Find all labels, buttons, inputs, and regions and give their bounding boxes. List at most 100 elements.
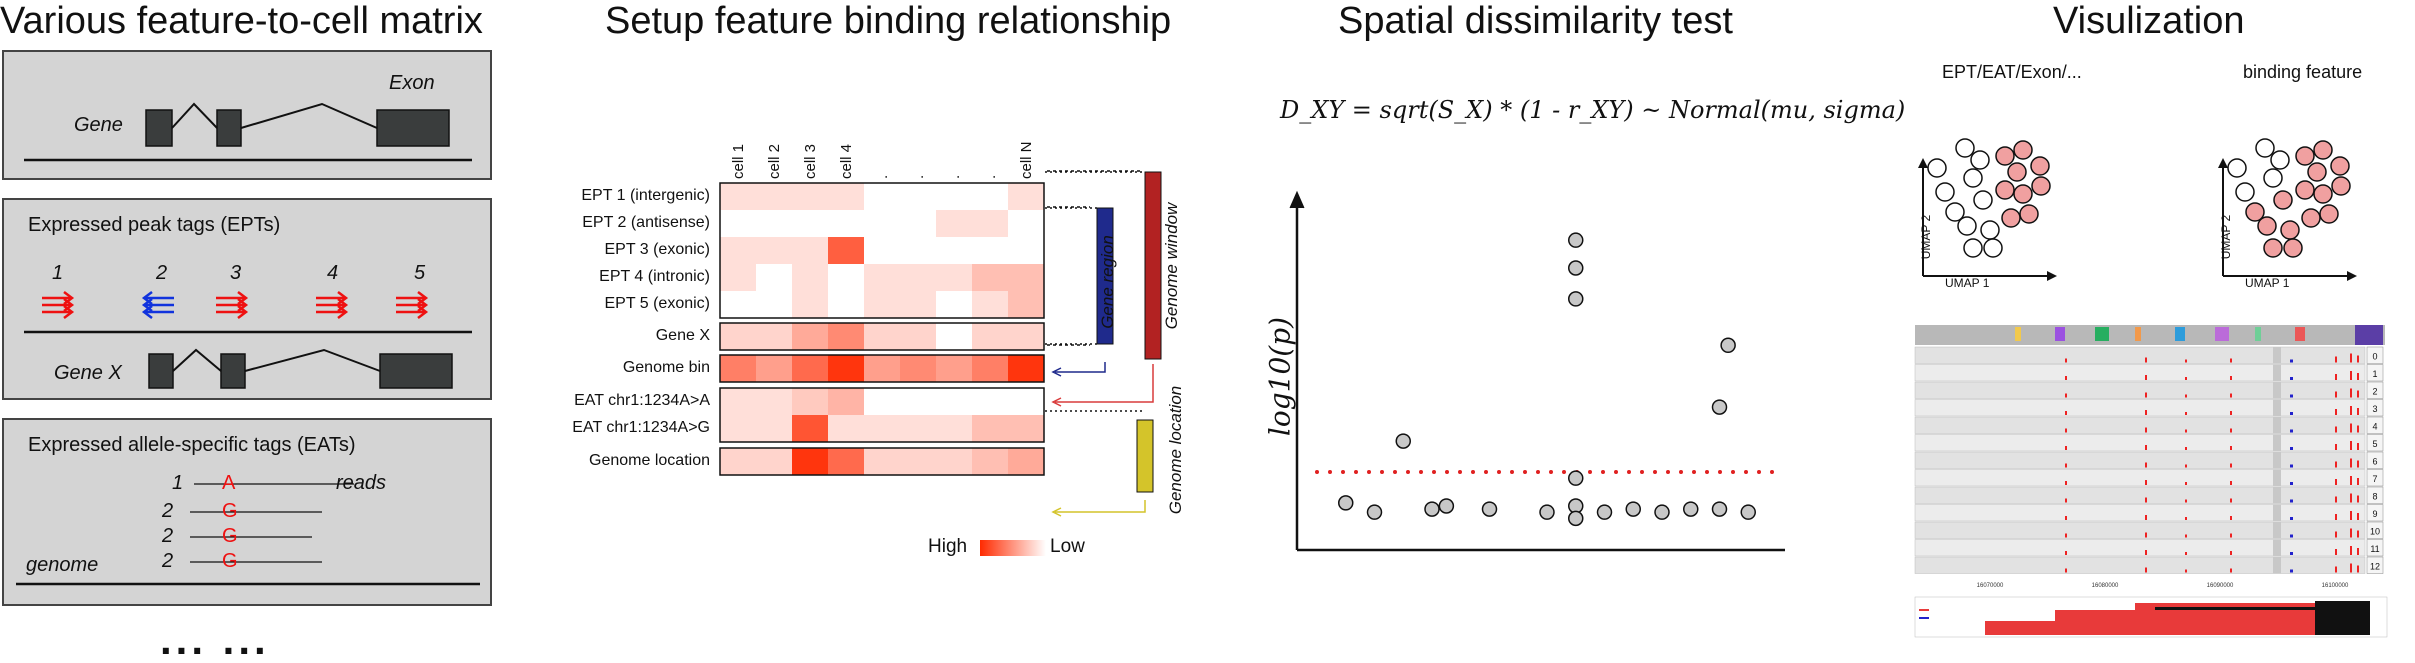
section-title-test: Spatial dissimilarity test <box>1338 0 1733 42</box>
threshold-dot <box>1419 470 1423 474</box>
annotation-block <box>2215 327 2229 341</box>
peak-bar <box>2357 408 2359 415</box>
umap-left-ylabel: UMAP 2 <box>1919 214 1933 260</box>
annotation-block <box>2175 327 2185 341</box>
genome-location-bar <box>1136 419 1154 493</box>
heatmap-cell <box>864 237 900 264</box>
gene-x-label: Gene X <box>54 362 122 384</box>
heatmap-cell <box>936 355 972 382</box>
heatmap-cell <box>936 183 972 210</box>
threshold-dot <box>1536 470 1540 474</box>
peak-bar <box>2357 513 2359 520</box>
heatmap-row-label: Genome bin <box>622 359 710 376</box>
threshold-dot <box>1523 470 1527 474</box>
peak-bar <box>2230 533 2232 538</box>
heatmap-cell <box>828 415 864 442</box>
heatmap-column-label: . <box>910 174 927 179</box>
threshold-dot <box>1510 470 1514 474</box>
heatmap-cell <box>828 323 864 350</box>
eat-diagram <box>16 483 480 586</box>
heatmap-row-label: EPT 5 (exonic) <box>604 295 710 312</box>
annotation-block <box>2255 327 2261 341</box>
eat-count-3: 2 <box>162 525 174 547</box>
heatmap-cell <box>828 291 864 318</box>
peak-bar <box>2185 359 2187 363</box>
peak-bar <box>2335 496 2337 503</box>
track-number-label: 2 <box>2372 387 2377 397</box>
peak-bar <box>2065 551 2067 555</box>
heatmap-row-label: EPT 1 (intergenic) <box>581 187 710 204</box>
heatmap-cell <box>864 264 900 291</box>
threshold-dot <box>1497 470 1501 474</box>
peak-bar <box>2350 528 2352 538</box>
gene-label: Gene <box>74 114 123 136</box>
heatmap-cell <box>828 210 864 237</box>
heatmap-cell <box>792 448 828 475</box>
heatmap-group-border <box>719 322 1045 351</box>
umap-left-xlabel: UMAP 1 <box>1945 276 1990 290</box>
heatmap-cell <box>972 355 1008 382</box>
track-number-label: 1 <box>2372 369 2377 379</box>
peak-bar <box>2357 460 2359 468</box>
heatmap-cell <box>864 448 900 475</box>
heatmap-cell <box>900 237 936 264</box>
heatmap-cell <box>792 355 828 382</box>
heatmap-cell <box>900 355 936 382</box>
threshold-dot <box>1549 470 1553 474</box>
heatmap-cell <box>864 388 900 415</box>
scatter-point <box>1568 232 1584 248</box>
formula: D_XY = sqrt(S_X) * (1 - r_XY) ~ Normal(m… <box>1280 96 1906 124</box>
scatter-point <box>1720 337 1736 354</box>
peak-bar <box>2145 532 2147 538</box>
peak-bar <box>2145 445 2147 450</box>
peak-bar <box>2065 358 2067 363</box>
peak-bar <box>2335 426 2337 433</box>
peak-bar <box>2185 517 2187 520</box>
peak-bar <box>2335 479 2337 485</box>
threshold-dot <box>1341 470 1345 474</box>
peak-bar <box>2185 482 2187 485</box>
heatmap-cell <box>756 183 792 210</box>
genome-window-label: Genome window <box>1162 202 1181 330</box>
heatmap-cell <box>936 388 972 415</box>
annotation-block <box>2135 327 2141 341</box>
section-title-matrix: Various feature-to-cell matrix <box>0 0 483 42</box>
heatmap-cell <box>792 388 828 415</box>
ept-number-2: 2 <box>156 262 168 284</box>
eat-allele-1: A <box>222 472 236 494</box>
peak-bar <box>2335 461 2337 468</box>
peak-bar <box>2145 480 2147 485</box>
heatmap-cell <box>1008 237 1044 264</box>
section-title-viz: Visulization <box>2053 0 2245 42</box>
xtick-label: 16070000 <box>1977 583 2004 589</box>
peak-bar <box>2350 371 2352 380</box>
peak-bar <box>2335 566 2337 573</box>
peak-bar <box>2145 497 2147 503</box>
peak-bar <box>2145 567 2147 573</box>
heatmap-cell <box>720 323 756 350</box>
peak-bar <box>2145 375 2147 380</box>
threshold-dot <box>1367 470 1371 474</box>
ept-number-3: 3 <box>230 262 242 284</box>
threshold-dot <box>1718 470 1722 474</box>
heatmap-group-border <box>719 182 1045 319</box>
peak-bar <box>2185 464 2187 468</box>
heatmap-column-label: cell 3 <box>802 143 819 179</box>
scatter-point <box>1438 498 1455 514</box>
heatmap-cell <box>756 237 792 264</box>
heatmap-cell <box>900 388 936 415</box>
track-number-label: 5 <box>2372 439 2377 449</box>
peak-bar <box>2065 516 2067 520</box>
threshold-dot <box>1692 470 1696 474</box>
heatmap-cell <box>972 210 1008 237</box>
xtick-label: 16080000 <box>2092 583 2119 589</box>
peak-bar <box>2357 530 2359 538</box>
track-number-label: 3 <box>2372 404 2377 414</box>
peak-bar <box>2230 463 2232 468</box>
threshold-dot <box>1679 470 1683 474</box>
heatmap-cell <box>972 291 1008 318</box>
ept-diagram <box>24 290 472 389</box>
genome-location-label: Genome location <box>1166 385 1185 515</box>
heatmap-cell <box>900 448 936 475</box>
heatmap-row-label: Genome location <box>589 452 710 469</box>
